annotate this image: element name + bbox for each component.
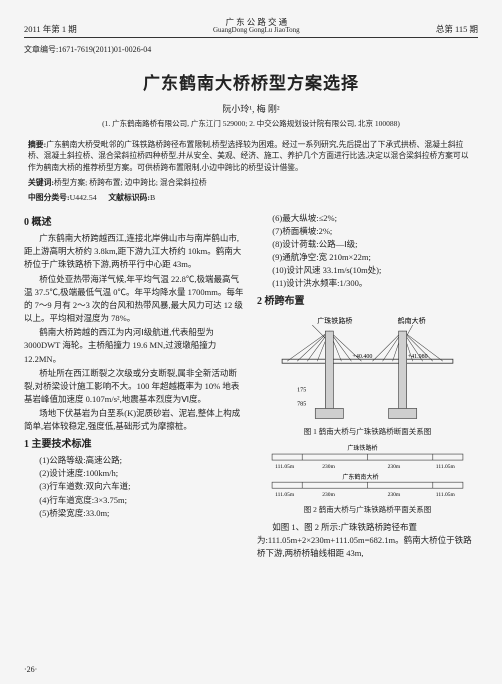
item-10: (10)设计风速 33.1m/s(10m处); [257, 264, 478, 277]
para-0b: 桥位处亚热带海洋气候,年平均气温 22.8℃,极端最高气温 37.5℃,极端最低… [24, 273, 245, 326]
right-column: (6)最大纵坡:≤2%; (7)桥面横坡:2%; (8)设计荷载:公路—Ⅰ级; … [257, 212, 478, 562]
item-6: (6)最大纵坡:≤2%; [257, 212, 478, 225]
item-4: (4)行车道宽度:3×3.75m; [24, 494, 245, 507]
item-1: (1)公路等级:高速公路; [24, 454, 245, 467]
page-number: ·26· [24, 665, 37, 674]
affiliations: (1. 广东鹤南路桥有限公司, 广东江门 529000; 2. 中交公路规划设计… [24, 118, 478, 129]
authors: 阮小玲¹, 梅 刚² [24, 102, 478, 115]
fig1-dim2: 785 [297, 401, 306, 407]
body-columns: 0 概述 广东鹤南大桥跨越西江,连接北岸佛山市与南岸鹤山市,距上游高明大桥约 3… [24, 212, 478, 562]
keywords-label: 关键词: [28, 178, 54, 187]
doc-value: B [150, 193, 155, 202]
left-column: 0 概述 广东鹤南大桥跨越西江,连接北岸佛山市与南岸鹤山市,距上游高明大桥约 3… [24, 212, 245, 562]
figure-2-caption: 图 2 鹤南大桥与广珠铁路桥平面关系图 [257, 504, 478, 516]
fig2-d6: 230m [322, 492, 335, 498]
clc-value: U442.54 [70, 193, 97, 202]
figure-1: 广珠铁路桥 鹤南大桥 [257, 313, 478, 424]
fig2-d4: 111.05m [436, 464, 456, 470]
paper-title: 广东鹤南大桥桥型方案选择 [24, 69, 478, 94]
para-2a: 如图 1、图 2 所示:广珠铁路桥跨径布置为:111.05m+2×230m+11… [257, 521, 478, 561]
item-2: (2)设计速度:100km/h; [24, 467, 245, 480]
article-id: 文章编号:1671-7619(2011)01-0026-04 [24, 44, 478, 55]
section-2-heading: 2 桥跨布置 [257, 294, 478, 310]
fig1-label-left: 广珠铁路桥 [317, 316, 352, 325]
header-center: 广 东 公 路 交 通 GuangDong GongLu JiaoTong [213, 18, 300, 35]
clc-label: 中图分类号: [28, 193, 70, 202]
fig2-d1: 111.05m [275, 464, 295, 470]
article-id-value: 1671-7619(2011)01-0026-04 [58, 45, 151, 54]
fig1-elev-right: +41.980 [408, 354, 428, 360]
fig2-d2: 230m [322, 464, 335, 470]
fig1-dim1: 175 [297, 387, 306, 393]
figure-2: 广珠铁路桥 111.05m 230m 230m 111.05m 广东鹤南大桥 1… [257, 442, 478, 502]
fig2-d7: 230m [388, 492, 401, 498]
item-9: (9)通航净空:宽 210m×22m; [257, 251, 478, 264]
item-8: (8)设计荷载:公路—Ⅰ级; [257, 238, 478, 251]
section-0-heading: 0 概述 [24, 215, 245, 231]
fig2-gs-label: 广东鹤南大桥 [342, 473, 378, 481]
abstract-label: 摘要: [28, 140, 46, 149]
fig2-d8: 111.05m [436, 492, 456, 498]
header-right: 总第 115 期 [436, 23, 478, 35]
header-left: 2011 年第 1 期 [24, 23, 77, 35]
fig1-label-right: 鹤南大桥 [398, 316, 426, 325]
fig1-elev-left: +40.400 [352, 354, 372, 360]
section-1-heading: 1 主要技术标准 [24, 437, 245, 453]
abstract: 摘要:广东鹤南大桥受毗邻的广珠铁路桥跨径布置限制,桥型选择较为困难。经过一系列研… [24, 139, 478, 173]
fig2-d5: 111.05m [275, 492, 295, 498]
para-0e: 场地下伏基岩为白垩系(K)泥质砂岩、泥岩,整体上构成简单,岩体较稳定,强度低,基… [24, 407, 245, 433]
fig2-rail-label: 广珠铁路桥 [347, 444, 377, 452]
item-3: (3)行车道数:双向六车道; [24, 480, 245, 493]
para-0c: 鹤南大桥跨越的西江为内河Ⅰ级航道,代表船型为 3000DWT 海轮。主桥船撞力 … [24, 326, 245, 366]
journal-pinyin: GuangDong GongLu JiaoTong [213, 27, 300, 35]
figure-1-caption: 图 1 鹤南大桥与广珠铁路桥断面关系图 [257, 426, 478, 438]
article-id-label: 文章编号: [24, 45, 58, 54]
item-5: (5)桥梁宽度:33.0m; [24, 507, 245, 520]
para-0a: 广东鹤南大桥跨越西江,连接北岸佛山市与南岸鹤山市,距上游高明大桥约 3.8km,… [24, 232, 245, 272]
abstract-text: 广东鹤南大桥受毗邻的广珠铁路桥跨径布置限制,桥型选择较为困难。经过一系列研究,先… [28, 140, 469, 172]
keywords: 关键词:桥型方案; 桥跨布置; 边中跨比; 混合梁斜拉桥 [24, 177, 478, 188]
page-header: 2011 年第 1 期 广 东 公 路 交 通 GuangDong GongLu… [24, 18, 478, 38]
classifications: 中图分类号:U442.54 文献标识码:B [24, 192, 478, 203]
item-7: (7)桥面横坡:2%; [257, 225, 478, 238]
para-0d: 桥址所在西江断裂之次级或分支断裂,属非全新活动断裂,对桥梁设计施工影响不大。10… [24, 367, 245, 407]
doc-label: 文献标识码: [108, 193, 150, 202]
item-11: (11)设计洪水频率:1/300。 [257, 277, 478, 290]
keywords-text: 桥型方案; 桥跨布置; 边中跨比; 混合梁斜拉桥 [54, 178, 207, 187]
fig2-d3: 230m [388, 464, 401, 470]
